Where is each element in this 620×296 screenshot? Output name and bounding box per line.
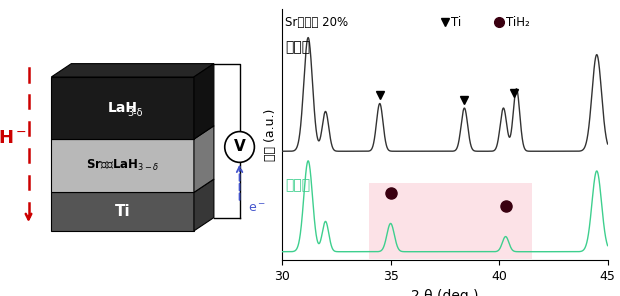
Polygon shape — [194, 126, 214, 192]
Polygon shape — [51, 77, 194, 139]
Text: LaH: LaH — [108, 101, 138, 115]
Polygon shape — [51, 126, 214, 139]
Y-axis label: 強度 (a.u.): 強度 (a.u.) — [264, 109, 277, 161]
Text: Ti: Ti — [115, 204, 130, 219]
Circle shape — [224, 131, 254, 162]
X-axis label: 2 θ (deg.): 2 θ (deg.) — [411, 289, 479, 296]
Polygon shape — [194, 64, 214, 139]
Polygon shape — [51, 179, 214, 192]
Text: e$^-$: e$^-$ — [248, 202, 266, 215]
Text: V: V — [234, 139, 246, 155]
Text: Sr導入LaH$_{3-δ}$: Sr導入LaH$_{3-δ}$ — [86, 158, 159, 173]
Polygon shape — [51, 192, 194, 231]
Text: 放電後: 放電後 — [285, 178, 311, 193]
Polygon shape — [194, 179, 214, 231]
Text: H$^-$: H$^-$ — [0, 129, 27, 147]
Bar — [369, 183, 531, 259]
Polygon shape — [51, 139, 194, 192]
Text: 放電前: 放電前 — [285, 40, 311, 54]
Polygon shape — [51, 64, 214, 77]
Text: TiH₂: TiH₂ — [505, 16, 529, 29]
Text: Ti: Ti — [451, 16, 462, 29]
Text: 3-δ: 3-δ — [128, 108, 143, 118]
Text: Sr導入量 20%: Sr導入量 20% — [285, 16, 348, 29]
